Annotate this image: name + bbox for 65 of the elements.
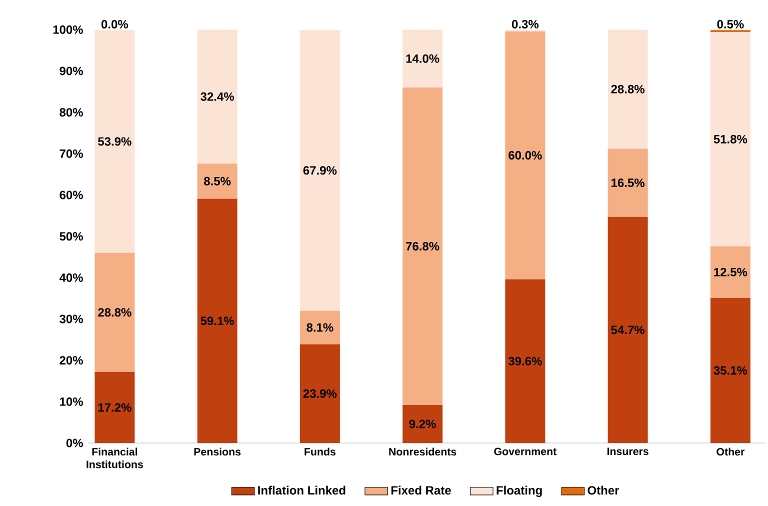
data-label: 9.2% <box>409 420 436 428</box>
bar <box>402 88 443 405</box>
x-tick-label: Financial Institutions <box>86 448 144 468</box>
bar <box>710 32 750 246</box>
x-tick-label: Insurers <box>607 448 648 456</box>
data-label: 28.8% <box>98 308 132 317</box>
data-label: 16.5% <box>612 178 644 188</box>
y-tick-label: 70% <box>60 149 83 158</box>
data-label: 14.0% <box>406 54 440 63</box>
bar <box>94 30 135 253</box>
data-label: 35.1% <box>714 366 748 375</box>
bar <box>402 30 443 88</box>
data-label: 32.4% <box>200 92 234 101</box>
data-label: 23.9% <box>303 389 337 398</box>
bar <box>300 344 340 443</box>
bar <box>300 310 340 344</box>
data-label: 53.9% <box>98 137 132 146</box>
bar <box>608 148 648 217</box>
data-label: 54.7% <box>611 326 644 334</box>
bar <box>197 30 238 164</box>
y-tick-label: 20% <box>60 356 83 365</box>
legend-label: Other <box>588 486 620 495</box>
data-label: 51.8% <box>714 134 748 144</box>
data-label: 17.2% <box>98 403 132 412</box>
y-tick-label: 80% <box>60 108 83 117</box>
x-tick-label: Funds <box>304 448 336 456</box>
legend-label: Inflation Linked <box>258 486 346 495</box>
data-label: 28.8% <box>611 84 644 94</box>
bar <box>710 246 750 298</box>
x-tick-label: Pensions <box>194 448 241 456</box>
data-label: 76.8% <box>406 242 440 250</box>
data-label: 60.0% <box>508 151 542 160</box>
legend-label: Floating <box>496 486 542 498</box>
data-label: 0.3% <box>512 20 539 28</box>
y-tick-label: 100% <box>53 25 83 34</box>
data-label: 8.5% <box>204 176 231 186</box>
y-tick-label: 40% <box>59 273 83 282</box>
data-label: 67.9% <box>303 166 337 175</box>
data-label: 0.5% <box>717 20 744 28</box>
y-tick-label: 0% <box>66 438 83 448</box>
bar <box>300 30 340 311</box>
data-label: 12.5% <box>714 268 748 276</box>
legend-label: Fixed Rate <box>391 486 451 495</box>
bar <box>94 252 135 372</box>
x-tick-label: Nonresidents <box>389 448 456 456</box>
y-tick-label: 30% <box>60 314 83 324</box>
data-label: 8.1% <box>306 323 334 332</box>
data-label: 59.1% <box>200 316 234 326</box>
x-tick-label: Other <box>716 448 744 456</box>
bar <box>402 404 443 443</box>
y-tick-label: 10% <box>60 397 83 406</box>
x-tick-label: Government <box>494 448 556 456</box>
data-label: 0.0% <box>101 20 128 28</box>
bar <box>197 164 238 199</box>
bar <box>608 30 648 149</box>
y-tick-label: 90% <box>60 66 83 76</box>
bar <box>94 372 135 443</box>
bar <box>710 298 750 443</box>
data-label: 39.6% <box>508 356 542 366</box>
bar <box>608 216 648 443</box>
y-tick-label: 50% <box>60 232 83 241</box>
bar <box>505 279 546 443</box>
bar <box>505 31 546 280</box>
y-tick-label: 60% <box>60 190 83 200</box>
bar <box>197 198 238 443</box>
